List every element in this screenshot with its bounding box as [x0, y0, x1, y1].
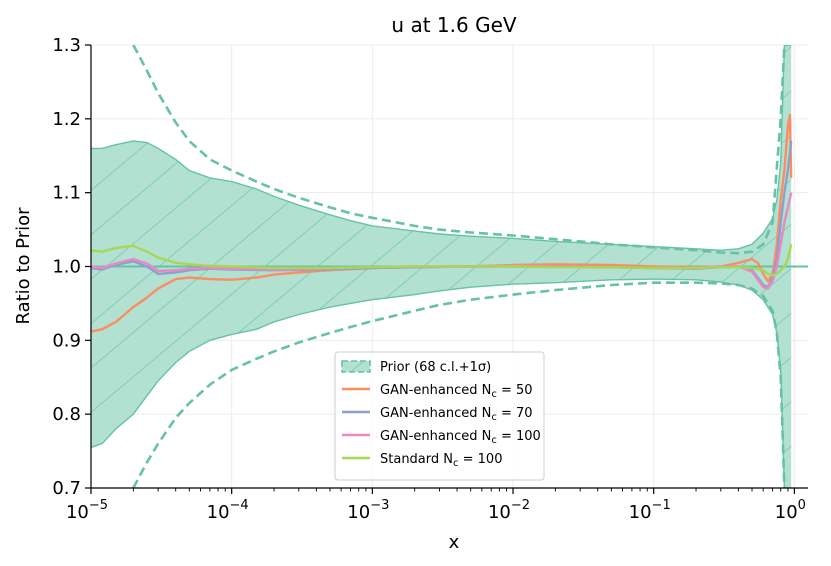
prior-band-upper-edge [91, 45, 792, 252]
legend: Prior (68 c.l.+1σ) GAN-enhanced Nc = 50G… [334, 351, 545, 481]
y-tick-label-1: 0.8 [52, 404, 81, 425]
legend-label-1: GAN-enhanced Nc = 50 [380, 383, 533, 400]
x-tick-label-3: 10−2 [488, 498, 530, 523]
y-tick-label-2: 0.9 [52, 330, 81, 351]
y-tick-label-4: 1.1 [52, 183, 81, 204]
y-tick-label-5: 1.2 [52, 109, 81, 130]
x-tick-label-0: 10−5 [66, 498, 108, 523]
y-axis-label: Ratio to Prior [13, 207, 34, 325]
legend-series: GAN-enhanced Nc = 50 GAN-enhanced Nc = 70… [342, 383, 541, 469]
chart-title: u at 1.6 GeV [391, 13, 516, 37]
prior-band-lower-edge [91, 278, 792, 488]
legend-frame [334, 351, 545, 481]
legend-item-prior: Prior (68 c.l.+1σ) [341, 360, 491, 375]
y-tick-label-6: 1.3 [52, 35, 81, 56]
x-ticks: 10−5 10−4 10−3 10−2 10−1 100 [66, 488, 806, 523]
series-lines [91, 113, 793, 333]
y-tick-label-0: 0.7 [52, 478, 81, 499]
x-tick-label-1: 10−4 [207, 498, 249, 523]
prior-error-lower-dashed [132, 281, 786, 488]
x-tick-label-5: 100 [775, 498, 806, 523]
y-ticks: 0.7 0.8 0.9 1.0 1.1 1.2 1.3 [52, 35, 91, 499]
series-line-4 [91, 244, 793, 277]
legend-label-2: GAN-enhanced Nc = 70 [380, 406, 533, 423]
plot-area [91, 45, 808, 488]
x-tick-label-4: 10−1 [629, 498, 671, 523]
x-tick-label-2: 10−3 [347, 498, 389, 523]
legend-swatch-prior-hatch [342, 361, 370, 372]
y-tick-label-3: 1.0 [52, 257, 81, 278]
legend-label-3: GAN-enhanced Nc = 100 [380, 429, 541, 446]
legend-label-prior: Prior (68 c.l.+1σ) [380, 360, 491, 375]
legend-label-4: Standard Nc = 100 [380, 452, 502, 469]
prior-error-upper-dashed [132, 45, 788, 255]
x-axis-label: x [449, 532, 460, 553]
